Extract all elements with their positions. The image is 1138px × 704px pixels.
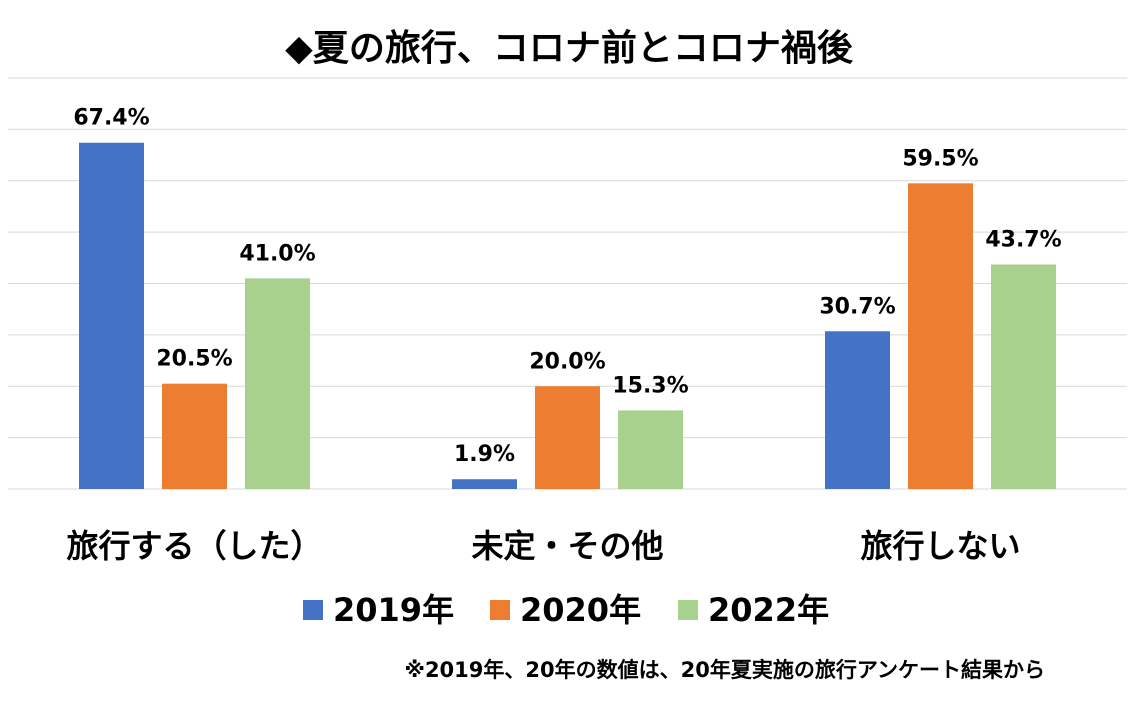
bars	[79, 142, 1056, 490]
legend-swatch	[303, 600, 323, 620]
legend-swatch	[490, 600, 510, 620]
footnote: ※2019年、20年の数値は、20年夏実施の旅行アンケート結果から	[405, 658, 1045, 682]
data-label: 59.5%	[902, 146, 978, 171]
category-label: 旅行しない	[860, 527, 1020, 565]
data-label: 20.5%	[156, 347, 232, 372]
data-label: 41.0%	[239, 241, 315, 266]
legend-label: 2022年	[708, 591, 829, 629]
category-label: 未定・その他	[471, 527, 663, 565]
bar	[825, 331, 890, 489]
data-label: 20.0%	[529, 349, 605, 374]
legend-swatch	[678, 600, 698, 620]
bar	[452, 479, 517, 489]
chart-title: ◆夏の旅行、コロナ前とコロナ禍後	[285, 28, 854, 69]
bar	[908, 183, 973, 489]
data-label: 43.7%	[985, 227, 1061, 252]
data-label: 67.4%	[73, 106, 149, 131]
bar	[245, 278, 310, 489]
legend-label: 2020年	[520, 591, 641, 629]
bar	[535, 386, 600, 489]
data-label: 15.3%	[612, 373, 688, 398]
legend: 2019年 2020年 2022年	[303, 591, 829, 629]
category-label: 旅行する（した）	[66, 527, 322, 565]
data-label: 30.7%	[819, 294, 895, 319]
data-label: 1.9%	[454, 442, 515, 467]
data-labels: 67.4% 20.5% 41.0% 1.9% 20.0% 15.3% 30.7% 59.5% 4…	[73, 106, 1061, 468]
category-labels: 旅行する（した） 未定・その他 旅行しない	[66, 527, 1020, 565]
bar	[162, 383, 227, 489]
bar	[618, 410, 683, 489]
legend-label: 2019年	[333, 591, 454, 629]
bar	[79, 142, 144, 490]
bar	[991, 264, 1056, 489]
